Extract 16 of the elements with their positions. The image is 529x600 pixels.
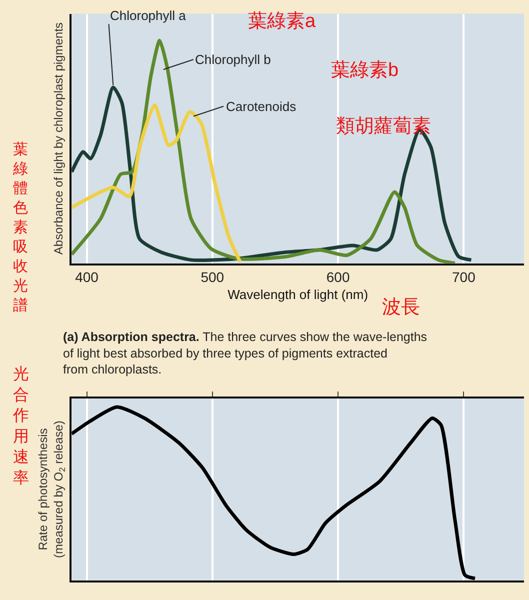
text: 光合作用速率 <box>12 365 29 487</box>
text: Chlorophyll a <box>110 8 187 23</box>
x-tick-label: 400 <box>75 268 99 285</box>
x-tick-label: 600 <box>326 268 350 285</box>
text: Chlorophyll b <box>195 52 271 67</box>
x-axis-title: Wavelength of light (nm) <box>228 286 368 302</box>
y-axis-title: Absorbance of light by chloroplast pigments <box>52 22 66 255</box>
x-tick-label: 700 <box>452 268 476 285</box>
text: 葉綠素a <box>248 11 316 32</box>
text: 波長 <box>382 297 420 318</box>
annotation: 葉綠素b <box>331 60 399 81</box>
annotation: 類胡蘿蔔素 <box>336 116 431 137</box>
x-tick-label: 500 <box>200 268 224 285</box>
text: 葉綠體色素吸收光譜 <box>13 141 28 314</box>
text: Carotenoids <box>226 99 297 114</box>
text: (a) Absorption spectra. The three curves show the wave-lengths of light best absorbed by three types of pigments extracted from chloroplasts. <box>63 330 428 376</box>
